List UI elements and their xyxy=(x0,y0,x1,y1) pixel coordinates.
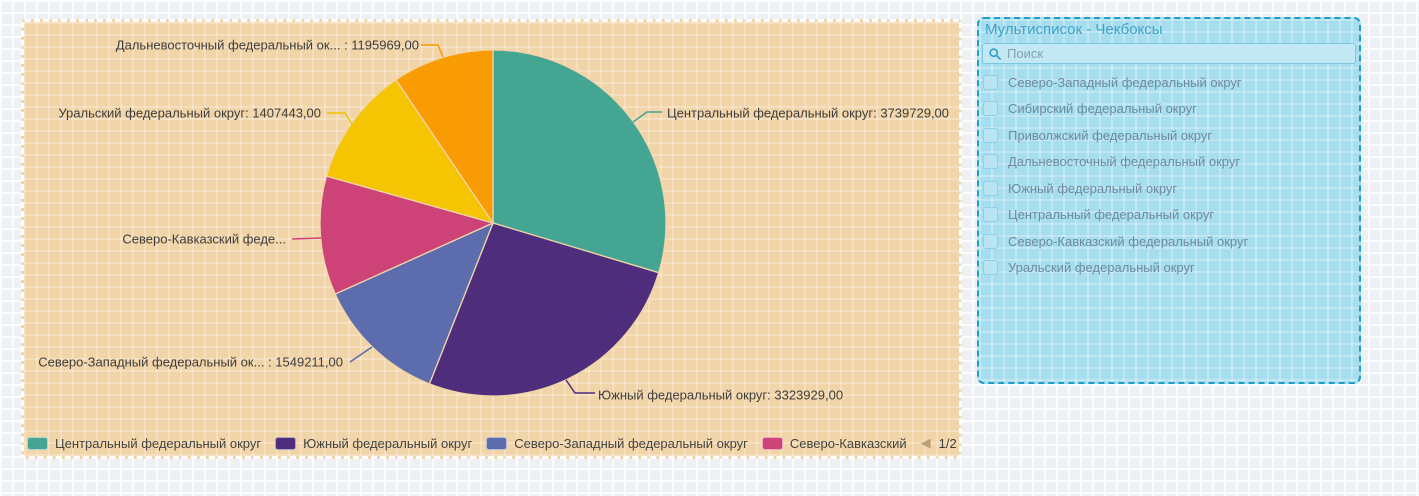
pie-slice[interactable] xyxy=(428,222,660,397)
pie-label-connector xyxy=(349,346,373,363)
multilist-title: Мультисписок - Чекбоксы xyxy=(985,21,1163,38)
multilist-item[interactable]: Южный федеральный округ xyxy=(983,175,1355,202)
chart-legend: Центральный федеральный округ Южный федер… xyxy=(27,434,956,452)
pie-chart xyxy=(291,44,667,397)
pie-label-connector xyxy=(421,44,444,58)
pie-label-connector xyxy=(291,237,322,240)
checkbox[interactable] xyxy=(983,233,998,249)
legend-swatch xyxy=(486,436,508,450)
pie-slice-label: Центральный федеральный округ: 3739729,0… xyxy=(667,105,950,121)
pie-slice[interactable] xyxy=(334,221,495,385)
multilist-item-label: Уральский федеральный округ xyxy=(1008,260,1195,276)
legend-item[interactable]: Центральный федеральный округ xyxy=(27,436,261,451)
multilist-widget[interactable]: Мультисписок - Чекбоксы Северо-Западный … xyxy=(977,17,1361,384)
pie-slice[interactable] xyxy=(319,175,495,295)
pie-slice-label: Северо-Западный федеральный ок... : 1549… xyxy=(38,354,343,370)
multilist-item-label: Дальневосточный федеральный округ xyxy=(1008,154,1241,170)
pie-label-connector xyxy=(565,379,595,394)
checkbox[interactable] xyxy=(983,74,998,90)
legend-pagination: ◀ 1/2 ▶ xyxy=(921,435,956,451)
legend-swatch xyxy=(27,436,48,450)
legend-swatch xyxy=(275,436,297,450)
multilist-item[interactable]: Приволжский федеральный округ xyxy=(983,122,1355,149)
legend-item-label: Южный федеральный округ xyxy=(303,435,473,451)
legend-prev-icon[interactable]: ◀ xyxy=(920,435,931,450)
multilist-items: Северо-Западный федеральный округ Сибирск… xyxy=(979,64,1359,281)
multilist-item-label: Северо-Кавказский федеральный округ xyxy=(1008,233,1249,249)
pie-slice-label: Уральский федеральный округ: 1407443,00 xyxy=(58,105,321,121)
pie-chart-widget[interactable]: Центральный федеральный округ: 3739729,0… xyxy=(21,19,962,459)
pie-label-connector xyxy=(327,112,353,125)
pie-slice-label: Дальневосточный федеральный ок... : 1195… xyxy=(115,37,419,53)
legend-page-indicator: 1/2 xyxy=(938,435,956,451)
multilist-item-label: Сибирский федеральный округ xyxy=(1008,101,1197,117)
legend-item[interactable]: Южный федеральный округ xyxy=(275,436,472,451)
checkbox[interactable] xyxy=(983,207,998,223)
checkbox[interactable] xyxy=(983,101,998,117)
pie-slice[interactable] xyxy=(492,49,667,274)
multilist-item[interactable]: Дальневосточный федеральный округ xyxy=(983,149,1355,176)
multilist-item[interactable]: Уральский федеральный округ xyxy=(983,255,1355,282)
pie-slice-label: Южный федеральный округ: 3323929,00 xyxy=(598,387,844,403)
legend-item-label: Северо-Западный федеральный округ xyxy=(514,435,748,451)
multilist-item[interactable]: Сибирский федеральный округ xyxy=(983,96,1355,123)
search-input[interactable] xyxy=(1007,46,1349,61)
legend-item-label: Центральный федеральный округ xyxy=(55,435,262,451)
checkbox[interactable] xyxy=(983,180,998,196)
multilist-item[interactable]: Центральный федеральный округ xyxy=(983,202,1355,229)
search-icon xyxy=(989,47,1001,60)
legend-swatch xyxy=(761,436,783,450)
checkbox[interactable] xyxy=(983,260,998,276)
checkbox[interactable] xyxy=(983,127,998,143)
legend-items: Центральный федеральный округ Южный федер… xyxy=(27,436,907,451)
multilist-item-label: Центральный федеральный округ xyxy=(1008,207,1215,223)
checkbox[interactable] xyxy=(983,154,998,170)
legend-item[interactable]: Северо-Кавказский xyxy=(761,435,907,451)
legend-item-label: Северо-Кавказский xyxy=(789,435,907,451)
pie-slice[interactable] xyxy=(394,49,494,226)
legend-item[interactable]: Северо-Западный федеральный округ xyxy=(486,436,748,451)
pie-slice-label: Северо-Кавказский феде... xyxy=(122,231,286,247)
pie-label-connector xyxy=(632,111,662,123)
multilist-item[interactable]: Северо-Западный федеральный округ xyxy=(983,69,1355,96)
search-box[interactable] xyxy=(982,43,1356,64)
pie-slice[interactable] xyxy=(325,78,495,225)
multilist-item[interactable]: Северо-Кавказский федеральный округ xyxy=(983,228,1355,255)
multilist-item-label: Приволжский федеральный округ xyxy=(1008,127,1213,143)
multilist-item-label: Северо-Западный федеральный округ xyxy=(1008,74,1242,90)
multilist-item-label: Южный федеральный округ xyxy=(1008,180,1178,196)
